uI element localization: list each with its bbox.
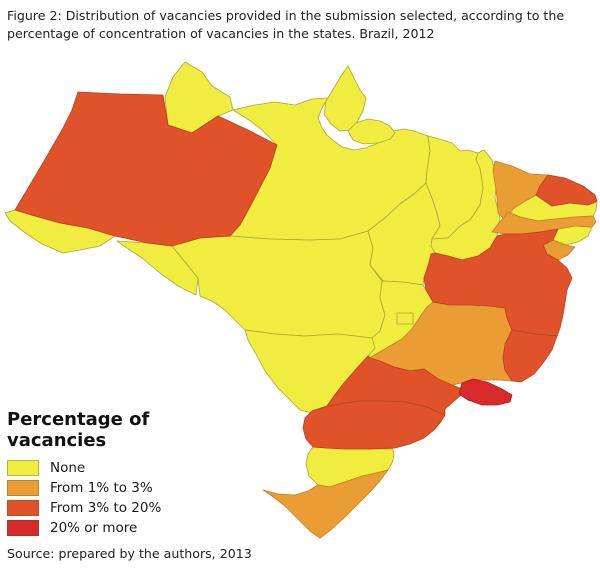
map-legend: Percentage of vacancies None From 1% to … [7, 409, 237, 540]
state-ba: Bahia — From 3% to 20% [423, 228, 573, 337]
legend-item: From 1% to 3% [7, 480, 237, 496]
legend-item: From 3% to 20% [7, 500, 237, 516]
source-note: Source: prepared by the authors, 2013 [7, 546, 252, 561]
figure-caption-line1: Figure 2: Distribution of vacancies prov… [7, 8, 565, 23]
legend-item-label: None [50, 460, 86, 476]
state-rn: Rio Grande do Norte — From 3% to 20% [535, 174, 598, 207]
state-pr: Parana — From 3% to 20% [302, 400, 446, 450]
state-rs: Rio Grande do Sul — From 1% to 3% [262, 469, 389, 539]
legend-item-label: From 1% to 3% [50, 480, 153, 496]
legend-item: None [7, 460, 237, 476]
legend-item: 20% or more [7, 520, 237, 536]
figure-caption: Figure 2: Distribution of vacancies prov… [0, 0, 600, 43]
legend-swatch-3-20 [7, 500, 39, 516]
legend-swatch-1-3 [7, 480, 39, 496]
state-rj: Rio de Janeiro — 20% or more [458, 378, 513, 406]
legend-swatch-20plus [7, 520, 39, 536]
legend-swatch-none [7, 460, 39, 476]
legend-title: Percentage of vacancies [7, 409, 150, 451]
state-mj: Ilha de Marajo (PA) — None [347, 118, 396, 145]
figure-caption-line2: percentage of concentration of vacancies… [7, 25, 435, 41]
state-ap: Amapa — None [323, 65, 367, 132]
state-am: Amazonas — From 3% to 20% [14, 91, 278, 247]
state-pe: Pernambuco — From 1% to 3% [491, 211, 597, 235]
legend-item-label: From 3% to 20% [50, 500, 162, 516]
state-ce: Ceara — From 1% to 3% [492, 160, 549, 221]
state-es: Espirito Santo — From 3% to 20% [502, 329, 558, 383]
brazil-map-area: Para — NoneAmapa — NoneIlha de Marajo (P… [0, 58, 600, 550]
state-mt: Mato Grosso — None [171, 230, 386, 339]
brazil-choropleth-map: Para — NoneAmapa — NoneIlha de Marajo (P… [4, 61, 598, 539]
legend-item-label: 20% or more [50, 520, 138, 536]
state-df: Distrito Federal — None [396, 312, 414, 325]
